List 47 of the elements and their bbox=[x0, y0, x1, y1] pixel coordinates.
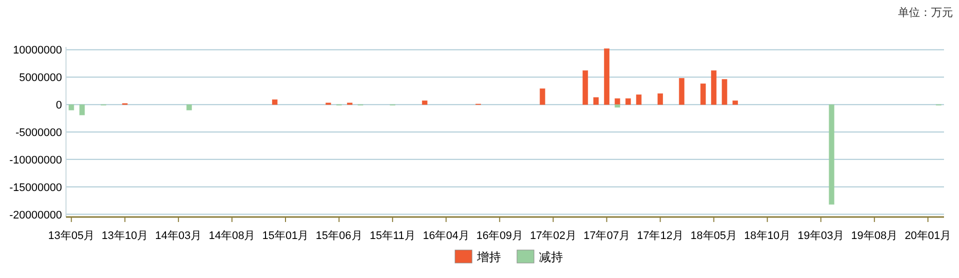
bar bbox=[614, 98, 620, 105]
x-tick-label: 14年03月 bbox=[155, 230, 202, 242]
bar bbox=[732, 100, 738, 105]
bar bbox=[614, 104, 620, 108]
y-tick-label: 10000000 bbox=[13, 44, 62, 57]
x-tick-label: 15年01月 bbox=[262, 230, 309, 242]
x-tick-label: 16年04月 bbox=[422, 230, 470, 242]
bar bbox=[79, 104, 85, 116]
text: 单位：万元 bbox=[898, 6, 953, 19]
y-tick-label: -20000000 bbox=[9, 209, 62, 222]
bar bbox=[272, 99, 278, 105]
y-tick-label: -10000000 bbox=[9, 154, 62, 166]
x-tick-label: 18年10月 bbox=[744, 230, 791, 242]
x-tick-label: 18年05月 bbox=[690, 230, 738, 242]
x-tick-label: 19年03月 bbox=[798, 230, 844, 242]
x-tick-label: 15年06月 bbox=[316, 230, 362, 242]
x-tick-label: 16年09月 bbox=[476, 230, 523, 242]
x-tick-label: 14年08月 bbox=[208, 230, 256, 242]
bar bbox=[722, 79, 728, 105]
x-tick-label: 17年02月 bbox=[530, 230, 576, 242]
bar bbox=[678, 78, 684, 105]
y-tick-label: -5000000 bbox=[16, 127, 62, 139]
bar bbox=[422, 100, 428, 105]
x-tick-label: 17年12月 bbox=[637, 230, 684, 242]
y-tick-label: -15000000 bbox=[9, 182, 62, 194]
x-tick-label: 13年05月 bbox=[48, 230, 95, 242]
bar bbox=[636, 94, 642, 105]
bar bbox=[658, 93, 664, 105]
bar bbox=[186, 104, 192, 110]
x-tick-label: 20年01月 bbox=[904, 230, 952, 242]
bar bbox=[582, 70, 588, 105]
x-tick-label: 15年11月 bbox=[370, 230, 416, 242]
bar bbox=[604, 48, 610, 105]
y-tick-label: 0 bbox=[56, 100, 62, 112]
bar bbox=[711, 70, 717, 105]
x-tick-label: 17年07月 bbox=[583, 230, 630, 242]
bar bbox=[593, 97, 599, 105]
x-tick-label: 13年10月 bbox=[102, 230, 148, 242]
bar bbox=[68, 104, 74, 110]
y-tick-label: 5000000 bbox=[19, 72, 62, 84]
bar bbox=[625, 98, 631, 105]
bar bbox=[700, 83, 706, 105]
bar bbox=[540, 88, 546, 105]
bar bbox=[828, 104, 834, 205]
legend-label: 增持 bbox=[476, 250, 501, 264]
x-tick-label: 19年08月 bbox=[851, 230, 898, 242]
legend-label: 减持 bbox=[539, 250, 563, 264]
